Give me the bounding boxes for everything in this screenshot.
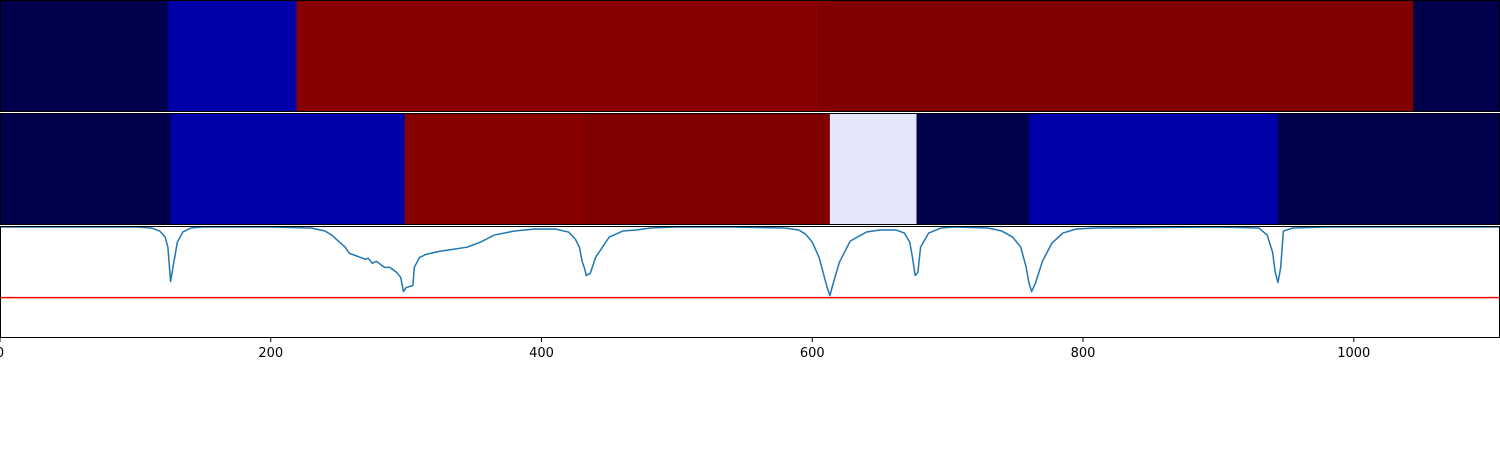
bottom-heatmap-segment <box>170 113 406 225</box>
bottom-heatmap-segment <box>1277 113 1500 225</box>
x-tick-label: 1000 <box>1337 346 1370 361</box>
bottom-heatmap-band <box>0 113 1500 225</box>
top-heatmap-segment <box>817 0 1414 112</box>
top-heatmap-segment <box>296 0 819 112</box>
x-axis: 0 200 400 600 800 1000 <box>0 338 1370 361</box>
x-tick-label: 400 <box>529 346 554 361</box>
top-heatmap-band <box>0 0 1500 112</box>
bottom-heatmap-segment <box>1028 113 1279 225</box>
x-tick-label: 200 <box>258 346 283 361</box>
signal-line-panel <box>0 226 1500 299</box>
x-tick-label: 800 <box>1071 346 1096 361</box>
x-tick-label: 0 <box>0 346 4 361</box>
bottom-heatmap-segment <box>0 113 172 225</box>
top-heatmap-segment <box>0 0 169 112</box>
bottom-heatmap-segment <box>404 113 585 225</box>
line-panel-frame <box>0 226 1500 338</box>
x-tick-label: 600 <box>800 346 825 361</box>
top-heatmap-segment <box>1413 0 1500 112</box>
bottom-heatmap-segment <box>829 113 918 225</box>
bottom-heatmap-segment <box>916 113 1030 225</box>
bottom-heatmap-segment <box>583 113 831 225</box>
signal-line <box>0 226 1500 297</box>
top-heatmap-segment <box>167 0 298 112</box>
